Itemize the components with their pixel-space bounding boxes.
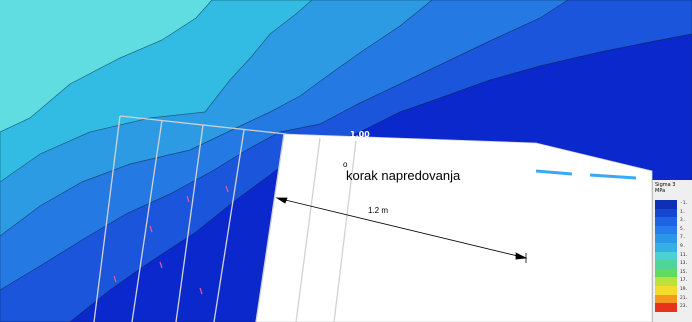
legend-swatch (655, 208, 677, 218)
face-segment (589, 173, 637, 180)
legend-value: 17. (680, 278, 689, 284)
legend-row: 5. (655, 225, 692, 235)
legend-scale: -1. 1. 3. 5. 7. 9. 11. 13. 15. 17. 19. 21. 23. (655, 200, 692, 312)
legend-swatch (655, 225, 677, 235)
legend-value: 15. (680, 269, 689, 275)
legend-row: 17. (655, 277, 692, 286)
legend-row: 7. (655, 234, 692, 243)
legend-swatch (655, 268, 677, 278)
legend-value: 13. (680, 261, 689, 267)
dimension-label: 1.2 m (368, 206, 389, 215)
legend-value: -1. (680, 201, 689, 206)
legend-title: Sigma 3 (655, 182, 676, 188)
legend-unit: MPa (655, 188, 666, 194)
legend-row: 21. (655, 294, 692, 304)
bolt-markers (113, 185, 229, 295)
edge-value-label: 0.00 (425, 143, 445, 152)
legend-swatch (655, 234, 677, 243)
legend-value: 11. (680, 252, 689, 258)
legend-swatch (655, 294, 677, 304)
legend-value: 23. (680, 304, 689, 310)
dimension-line (275, 197, 528, 263)
point-marker: o (343, 160, 348, 169)
legend-swatch (655, 277, 677, 286)
legend-swatch (655, 242, 677, 252)
legend-row: 1. (655, 208, 692, 218)
legend-value: 19. (680, 286, 689, 292)
legend-value: 21. (680, 295, 689, 301)
edge-value-label: 0.00 (496, 152, 516, 161)
legend-row: 3. (655, 217, 692, 226)
legend-row: 9. (655, 242, 692, 252)
rock-bolts (93, 115, 357, 322)
face-segment (535, 169, 573, 176)
color-legend: Sigma 3 MPa -1. 1. 3. 5. 7. 9. 11. 13. 15. 17. 19.… (652, 180, 692, 322)
legend-value: 9. (680, 243, 686, 249)
legend-value: 5. (680, 226, 686, 232)
legend-swatch (655, 217, 677, 226)
legend-swatch (655, 251, 677, 261)
legend-value: 1. (680, 209, 686, 215)
legend-value: 3. (680, 218, 686, 224)
legend-swatch (655, 200, 677, 209)
legend-row: 15. (655, 268, 692, 278)
legend-swatch (655, 303, 677, 312)
legend-swatch (655, 260, 677, 269)
excavation-step-label: korak napredovanja (346, 168, 461, 183)
legend-swatch (655, 285, 677, 295)
legend-row: 13. (655, 260, 692, 269)
legend-row: 23. (655, 303, 692, 312)
edge-value-label: 1.00 (350, 130, 370, 139)
legend-value: 7. (680, 235, 686, 241)
excavation-area (255, 133, 653, 322)
legend-row: 19. (655, 285, 692, 295)
legend-row: -1. (655, 200, 692, 209)
legend-row: 11. (655, 251, 692, 261)
